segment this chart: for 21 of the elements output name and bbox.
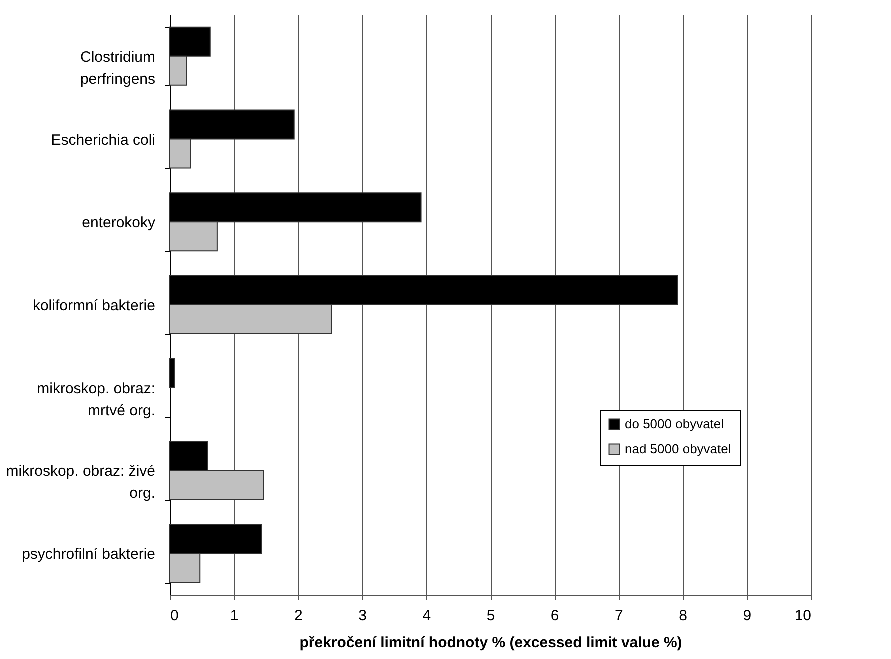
x-tick-label: 1 bbox=[230, 608, 239, 624]
x-tick-label: 7 bbox=[615, 608, 624, 624]
x-tick-label: 8 bbox=[679, 608, 688, 624]
x-tick-label: 0 bbox=[170, 608, 179, 624]
x-tick-label: 10 bbox=[794, 608, 812, 624]
y-tick-label: mikroskop. obraz: živé org. bbox=[6, 463, 156, 502]
y-tick-label: koliformní bakterie bbox=[32, 298, 156, 314]
x-tick-label: 2 bbox=[294, 608, 303, 624]
y-tick-label: Clostridium perfringens bbox=[80, 48, 156, 88]
y-tick-label: Escherichia coli bbox=[51, 132, 156, 149]
x-tick-label: 3 bbox=[358, 608, 367, 624]
x-tick-label: 9 bbox=[743, 608, 752, 624]
x-tick-label: 4 bbox=[422, 608, 432, 624]
legend-label: do 5000 obyvatel bbox=[625, 416, 724, 432]
legend-label: nad 5000 obyvatel bbox=[625, 442, 732, 456]
x-tick-label: 6 bbox=[550, 608, 560, 624]
x-tick-label: 5 bbox=[486, 608, 496, 624]
y-tick-label: mikroskop. obraz: mrtvé org. bbox=[37, 380, 156, 420]
x-axis-title: překročení limitní hodnoty % (excessed limit value %) bbox=[300, 634, 682, 652]
y-tick-label: enterokoky bbox=[82, 214, 156, 232]
y-tick-label: psychrofilní bakterie bbox=[22, 546, 156, 564]
